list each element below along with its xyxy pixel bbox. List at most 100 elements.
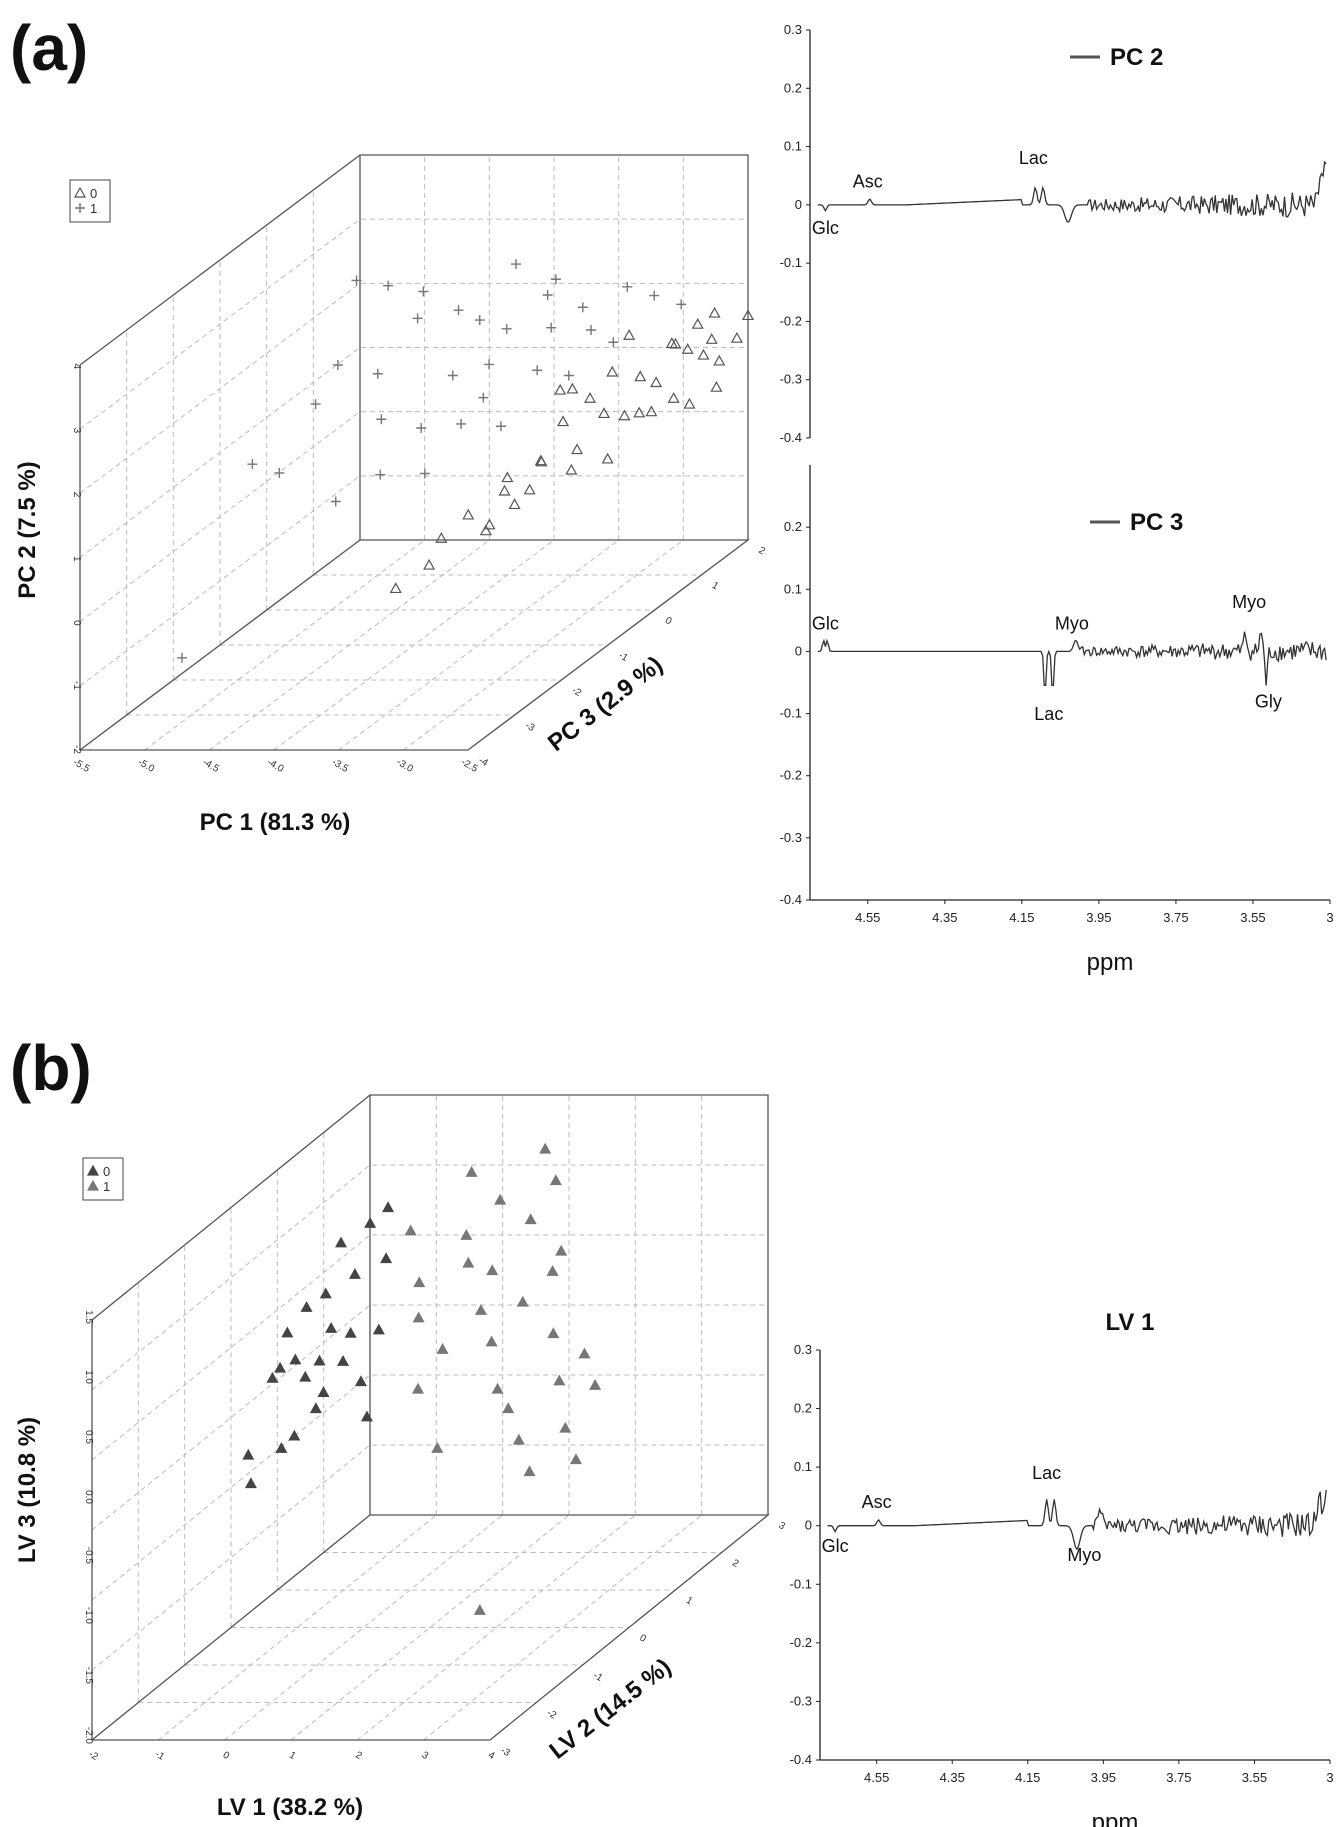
data-point — [601, 452, 614, 464]
legend-label: PC 2 — [1110, 44, 1163, 71]
y-tick-label: 1.0 — [83, 1370, 94, 1384]
y-tick-label: 0.3 — [784, 22, 802, 37]
data-point — [453, 305, 464, 316]
data-point — [474, 1304, 487, 1315]
data-point — [681, 343, 694, 354]
data-point — [508, 498, 521, 510]
grid-line — [91, 1234, 768, 1461]
data-point — [713, 354, 726, 366]
data-point — [697, 348, 710, 360]
data-point — [485, 1335, 498, 1347]
y-tick-label: 0.1 — [794, 1459, 812, 1474]
peak-label: Lac — [1019, 148, 1048, 168]
data-point — [435, 532, 448, 543]
data-point — [423, 558, 436, 570]
data-point — [436, 1343, 449, 1354]
data-point — [577, 302, 588, 313]
peak-label: Glc — [812, 614, 839, 634]
z-tick-label: -3 — [523, 720, 537, 734]
x-tick-label: 3.55 — [1240, 910, 1265, 925]
x-tick-label: 3.75 — [1166, 1770, 1191, 1785]
data-point — [667, 392, 680, 403]
data-point — [633, 406, 646, 418]
data-point — [710, 380, 723, 392]
y-tick-label: 2 — [71, 492, 82, 498]
pca-score-plot: -5.5 -5.0 -4.5 -4.0 -3.5 -3.0 -2.5-2-101234-4-… — [14, 154, 768, 836]
x-tick-label: 3.75 — [1163, 910, 1188, 925]
x-tick-label: 3.95 — [1086, 910, 1111, 925]
x-tick-label: -5.0 — [136, 757, 157, 775]
data-point — [389, 582, 402, 594]
data-point — [465, 1166, 478, 1177]
x-tick-label: -2 — [87, 1749, 101, 1763]
y-tick-label: 0 — [795, 643, 802, 658]
data-point — [583, 392, 597, 403]
y-tick-label: -2.0 — [83, 1727, 94, 1745]
y-tick-label: -0.4 — [780, 892, 802, 907]
peak-label: Glc — [822, 1536, 849, 1556]
data-point — [416, 423, 427, 433]
peak-label: Myo — [1067, 1545, 1101, 1565]
data-point — [676, 299, 687, 310]
legend-label: PC 3 — [1130, 509, 1183, 536]
data-point — [372, 1323, 385, 1335]
y-tick-label: 1.5 — [83, 1310, 94, 1324]
data-point — [474, 315, 485, 326]
x-tick-label: -3.5 — [330, 757, 351, 775]
data-point — [266, 1371, 279, 1383]
data-point — [330, 496, 341, 507]
data-point — [542, 290, 553, 300]
axis-frame — [91, 1094, 769, 1515]
y-tick-label: -0.2 — [780, 313, 802, 328]
data-point — [523, 1465, 536, 1477]
axis-frame — [79, 154, 749, 540]
data-point — [289, 1353, 302, 1365]
pc2-loadings-plot: 0.3 0.2 0.1 0 -0.1 -0.2 -0.3 -0.4 PC 2 Asc Glc Lac — [780, 22, 1327, 445]
data-point — [578, 1347, 591, 1359]
z-tick-label: -4 — [477, 755, 491, 769]
y-axis-title: PC 2 (7.5 %) — [14, 461, 41, 598]
data-point — [645, 405, 658, 417]
x-tick-label: 3.55 — [1242, 1770, 1267, 1785]
axis-frame — [79, 365, 750, 751]
z-tick-label: 2 — [757, 545, 768, 558]
z-tick-label: -1 — [617, 650, 631, 664]
y-tick-label: -0.1 — [780, 255, 802, 270]
data-point — [404, 1224, 417, 1236]
x-tick-label: 2 — [353, 1750, 364, 1763]
data-point — [462, 508, 475, 520]
peak-label: Myo — [1232, 592, 1266, 612]
data-point — [539, 1142, 552, 1154]
z-axis-title: PC 3 (2.9 %) — [543, 651, 668, 757]
peak-label: Asc — [862, 1492, 892, 1512]
data-point — [288, 1429, 301, 1441]
legend: 01 — [69, 179, 111, 223]
data-point — [325, 1322, 338, 1333]
z-tick-label: 1 — [710, 580, 721, 593]
data-point — [501, 323, 512, 334]
data-point — [523, 483, 536, 495]
y-tick-label: -1 — [71, 681, 82, 690]
data-point — [319, 1287, 332, 1299]
data-point — [589, 1379, 602, 1390]
legend-marker — [73, 186, 87, 198]
data-point — [553, 1374, 566, 1386]
series-line — [827, 1489, 1327, 1551]
data-point — [554, 383, 567, 395]
data-point — [300, 1301, 313, 1312]
z-tick-label: 2 — [730, 1558, 741, 1571]
legend-box — [69, 179, 111, 223]
data-point — [479, 524, 492, 536]
data-point — [532, 365, 543, 376]
data-point — [382, 1201, 395, 1213]
grid-line — [79, 411, 748, 623]
y-tick-label: -0.3 — [780, 830, 802, 845]
y-tick-label: 0.2 — [794, 1401, 812, 1416]
data-point — [691, 317, 704, 329]
x-tick-label: 3.95 — [1091, 1770, 1116, 1785]
data-point — [491, 1382, 504, 1394]
z-tick-label: 3 — [777, 1520, 788, 1533]
x-tick-label: 4.55 — [855, 910, 880, 925]
data-point — [364, 1217, 377, 1228]
z-tick-label: -2 — [545, 1708, 559, 1722]
